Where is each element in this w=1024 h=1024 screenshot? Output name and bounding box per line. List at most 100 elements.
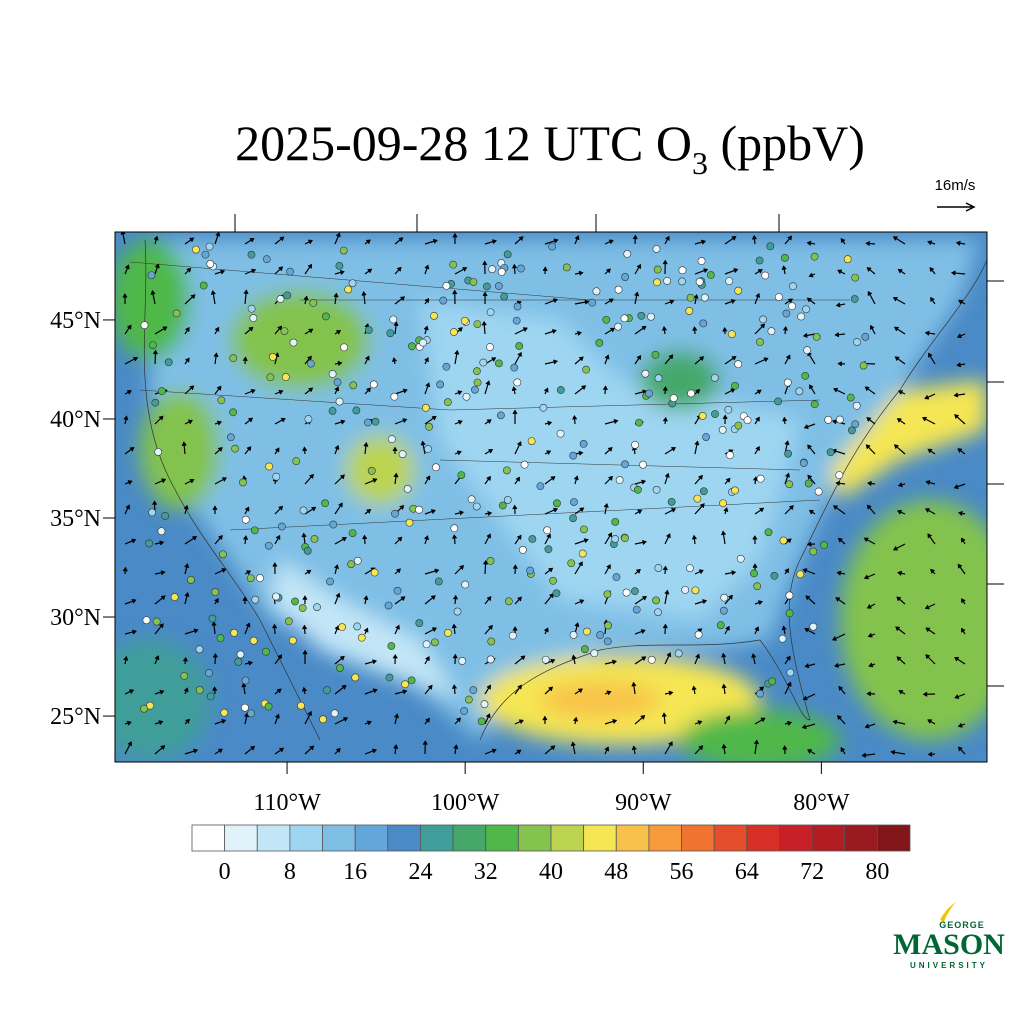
station xyxy=(389,315,398,324)
station xyxy=(734,286,743,295)
wind-vector xyxy=(890,749,906,755)
wind-head xyxy=(756,389,762,395)
wind-vector xyxy=(452,534,458,545)
wind-head xyxy=(896,509,902,515)
wind-head xyxy=(789,505,794,510)
wind-vector xyxy=(274,747,285,755)
station xyxy=(180,671,189,680)
wind-head xyxy=(612,659,617,665)
title-text: 2025-09-28 12 UTC O xyxy=(235,115,692,171)
wind-head xyxy=(246,446,252,451)
station xyxy=(843,255,852,264)
wind-head xyxy=(457,390,463,395)
map xyxy=(115,232,987,762)
wind-vector xyxy=(954,693,966,699)
station xyxy=(553,499,561,508)
wind-vector xyxy=(721,652,727,665)
colorbar: 0 8 16 24 32 40 48 56 64 72 80 xyxy=(191,824,911,885)
wind-vector xyxy=(274,688,282,695)
wind-head xyxy=(250,745,256,751)
wind-head xyxy=(512,263,518,269)
wind-vector xyxy=(481,320,487,335)
station xyxy=(425,422,433,431)
wind-vector xyxy=(784,298,793,305)
colorbar-label: 32 xyxy=(474,859,498,885)
wind-head xyxy=(692,326,698,331)
wind-head xyxy=(640,715,646,720)
wind-vector xyxy=(574,688,583,695)
wind-vector xyxy=(154,326,168,335)
wind-vector xyxy=(544,420,553,426)
wind-head xyxy=(579,599,585,604)
wind-vector xyxy=(124,264,130,275)
station xyxy=(700,293,709,302)
wind-head xyxy=(671,447,676,452)
wind-head xyxy=(956,362,962,368)
wind-vector xyxy=(694,569,704,575)
station xyxy=(570,498,578,506)
wind-head xyxy=(701,239,707,245)
wind-head xyxy=(781,265,787,271)
station xyxy=(582,627,591,636)
station xyxy=(336,664,344,672)
station xyxy=(170,593,179,601)
wind-head xyxy=(782,416,788,422)
field xyxy=(115,240,987,762)
wind-vector xyxy=(634,656,647,665)
wind-head xyxy=(806,240,812,246)
wind-vector xyxy=(927,751,936,757)
station xyxy=(265,462,274,471)
wind-head xyxy=(451,684,457,689)
wind-vector xyxy=(184,718,191,725)
station xyxy=(230,628,239,637)
wind-head xyxy=(276,688,282,694)
wind-head xyxy=(703,268,709,273)
colorbar-box xyxy=(420,824,454,852)
wind-vector xyxy=(574,561,583,575)
station xyxy=(439,296,448,305)
wind-vector xyxy=(484,475,491,485)
wind-head xyxy=(782,326,788,331)
wind-head xyxy=(279,747,285,753)
wind-head xyxy=(423,325,429,331)
wind-vector xyxy=(214,385,222,395)
wind-vector xyxy=(808,509,816,515)
wind-vector xyxy=(956,362,966,368)
wind-head xyxy=(693,293,699,299)
wind-vector xyxy=(272,562,278,575)
wind-head xyxy=(452,289,458,295)
wind-vector xyxy=(806,297,816,305)
wind-head xyxy=(363,627,369,633)
station xyxy=(369,380,378,389)
wind-head xyxy=(367,268,373,274)
wind-vector xyxy=(573,475,579,485)
wind-head xyxy=(546,450,552,455)
wind-head xyxy=(760,717,766,723)
wind-head xyxy=(573,475,579,481)
station xyxy=(544,545,553,554)
wind-vector xyxy=(304,710,312,725)
wind-head xyxy=(637,509,643,514)
wind-vector xyxy=(154,623,164,635)
station xyxy=(393,586,402,595)
wind-vector xyxy=(482,260,488,275)
station xyxy=(276,295,285,303)
wind-head xyxy=(517,684,522,690)
wind-head xyxy=(866,604,872,609)
wind-vector xyxy=(544,627,549,635)
wind-vector xyxy=(123,655,129,665)
wind-head xyxy=(898,390,903,395)
wind-vector xyxy=(302,446,308,455)
wind-head xyxy=(786,538,792,543)
station xyxy=(620,534,629,543)
colorbar-label: 64 xyxy=(735,859,759,885)
station xyxy=(286,267,294,276)
wind-vector xyxy=(454,267,468,275)
wind-head xyxy=(184,563,190,569)
wind-head xyxy=(454,349,460,355)
wind-vector xyxy=(394,713,399,725)
station xyxy=(755,256,764,265)
wind-vector xyxy=(394,237,404,245)
wind-head xyxy=(896,596,902,602)
wind-vector xyxy=(334,419,346,425)
